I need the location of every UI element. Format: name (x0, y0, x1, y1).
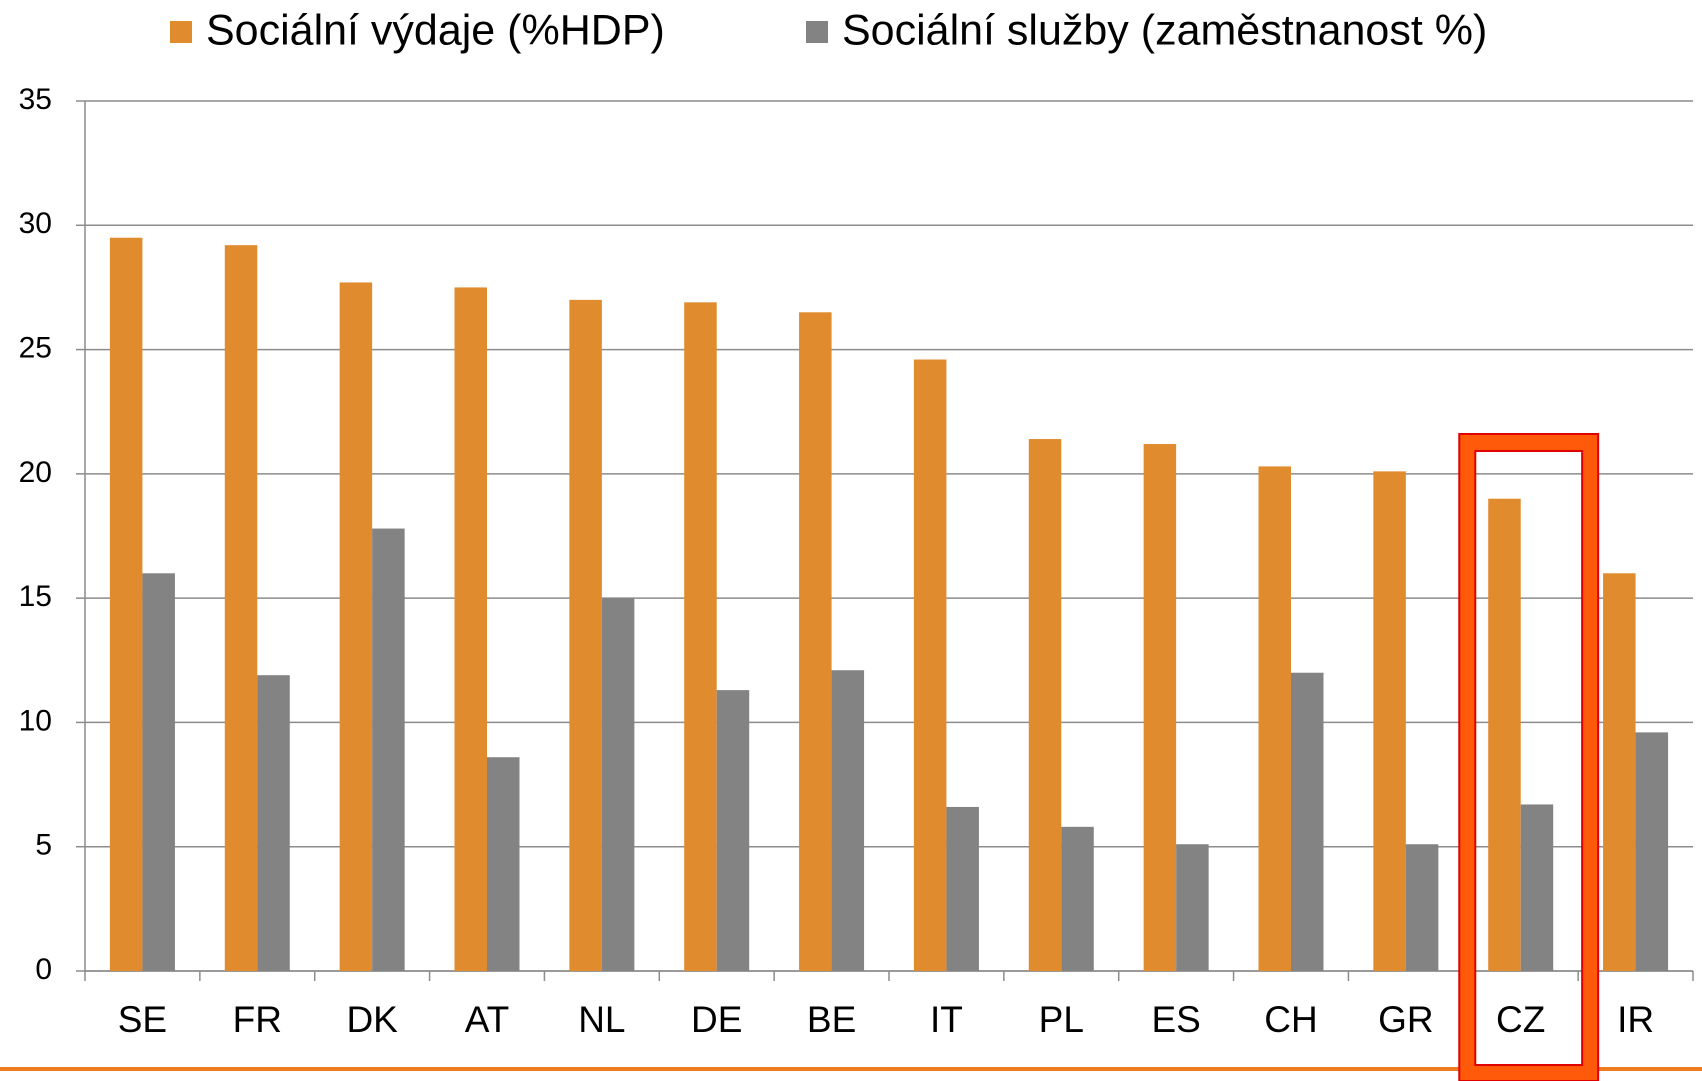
bar (454, 287, 487, 971)
x-tick-label: DK (346, 999, 398, 1040)
x-tick-label: DE (691, 999, 742, 1040)
bar (831, 670, 865, 971)
highlight-box (1458, 433, 1600, 1081)
bar (109, 237, 143, 971)
bar (487, 757, 520, 971)
bar (1061, 826, 1094, 971)
bar (716, 690, 750, 971)
x-tick-label: BE (807, 999, 856, 1040)
bar (1028, 439, 1062, 971)
bar (1258, 466, 1291, 971)
legend-label: Sociální služby (zaměstnanost %) (842, 6, 1487, 54)
bar (799, 312, 832, 971)
y-tick-label: 30 (19, 207, 52, 240)
y-tick-label: 20 (19, 456, 52, 489)
bar (601, 598, 635, 971)
x-tick-label: GR (1378, 999, 1434, 1040)
x-tick-label: AT (465, 999, 510, 1040)
bar (1291, 672, 1324, 971)
x-tick-label: IT (930, 999, 963, 1040)
legend-swatch (806, 21, 828, 43)
y-tick-label: 0 (35, 953, 52, 986)
bar (257, 675, 290, 971)
x-tick-label: PL (1039, 999, 1084, 1040)
y-tick-label: 10 (19, 704, 52, 737)
y-tick-label: 25 (19, 331, 52, 364)
x-tick-label: FR (233, 999, 282, 1040)
bar (1405, 844, 1439, 971)
y-tick-label: 15 (19, 580, 52, 613)
bar (1488, 498, 1521, 971)
x-tick-label: CH (1264, 999, 1317, 1040)
x-tick-label: IR (1617, 999, 1654, 1040)
y-tick-label: 5 (35, 829, 52, 862)
x-tick-label: NL (578, 999, 625, 1040)
bar (1143, 444, 1177, 971)
bar (1520, 804, 1554, 971)
y-tick-label: 35 (19, 83, 52, 116)
bar (1603, 573, 1636, 971)
x-tick-label: SE (118, 999, 167, 1040)
bar (339, 282, 373, 971)
legend-label: Sociální výdaje (%HDP) (206, 6, 665, 54)
bar (684, 302, 717, 971)
bar (1635, 732, 1669, 971)
bar (569, 299, 602, 971)
bar (946, 806, 979, 971)
x-tick-label: CZ (1496, 999, 1545, 1040)
bar (913, 359, 947, 971)
bar (1176, 844, 1209, 971)
bar (142, 573, 175, 971)
legend-swatch (170, 21, 192, 43)
x-tick-label: ES (1151, 999, 1200, 1040)
bar (224, 245, 258, 971)
bar (1373, 471, 1406, 971)
bar (372, 528, 405, 971)
